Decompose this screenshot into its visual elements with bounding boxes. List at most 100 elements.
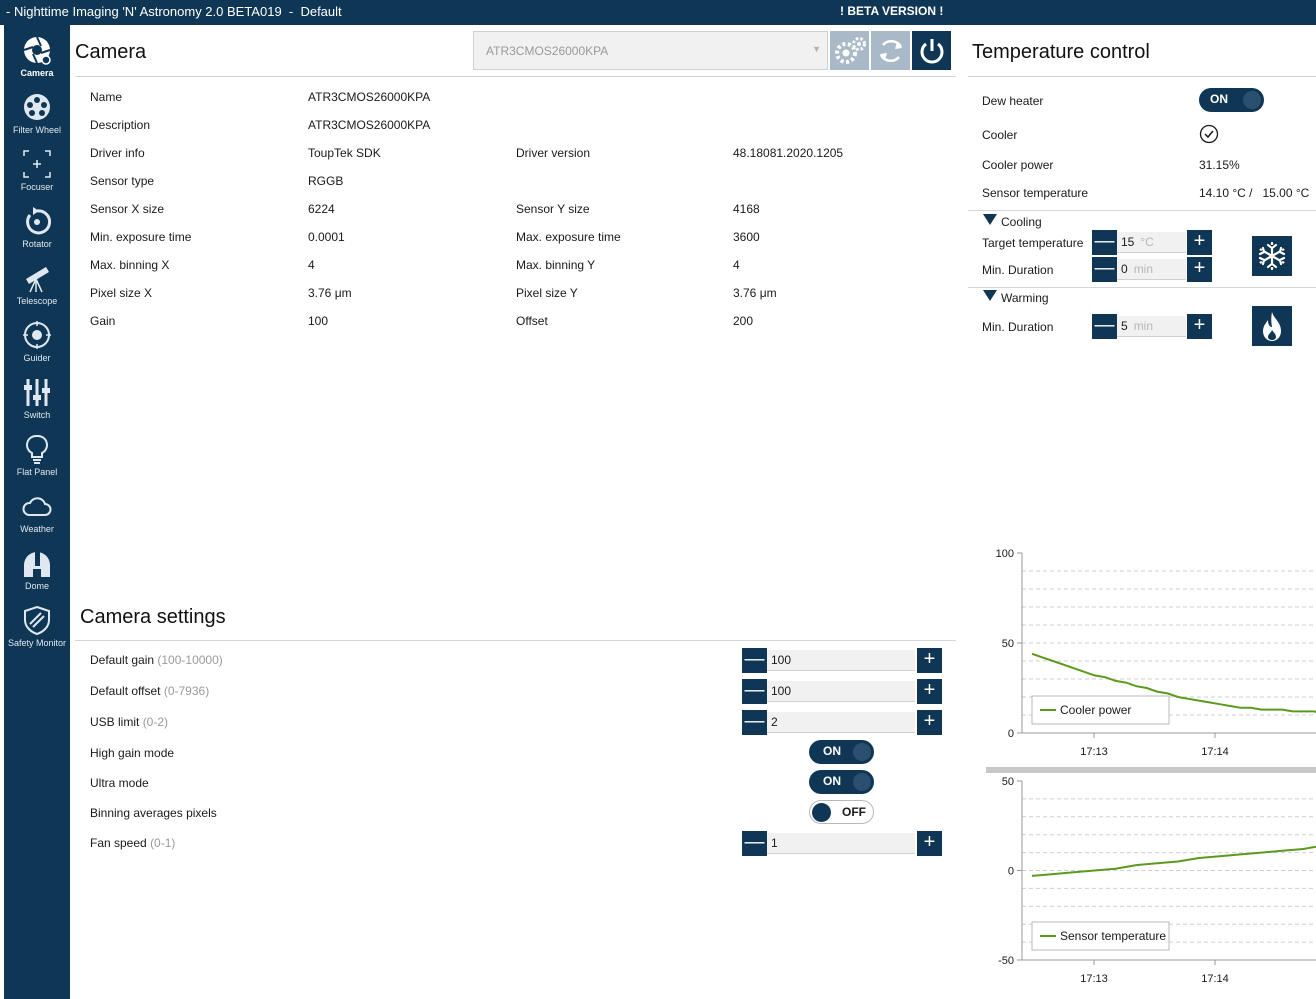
telescope-icon <box>26 267 49 293</box>
usb-limit-input[interactable]: 2 <box>767 712 915 733</box>
sensor-temperature-chart: 50 0 -50 17:13 17:14 Sensor temperature <box>998 776 1316 985</box>
binning-averages-toggle[interactable]: OFF <box>809 800 874 824</box>
sidebar-item-label: Guider <box>23 353 51 363</box>
sidebar-item-weather[interactable]: Weather <box>4 488 70 545</box>
target-temperature-decrement-button[interactable]: — <box>1092 230 1117 255</box>
sensor-y-label: Sensor Y size <box>516 202 590 216</box>
cooler-label: Cooler <box>982 128 1018 142</box>
toggle-knob <box>853 743 871 761</box>
cooling-duration-decrement-button[interactable]: — <box>1092 257 1117 282</box>
fan-speed-label: Fan speed (0-1) <box>90 836 175 850</box>
cooling-header: Cooling <box>1001 215 1042 229</box>
sidebar-item-camera[interactable]: Camera <box>4 32 70 89</box>
warming-expander-icon[interactable] <box>983 290 997 302</box>
offset-value: 200 <box>733 314 754 328</box>
sidebar-item-switch[interactable]: Switch <box>4 374 70 431</box>
warming-duration-increment-button[interactable]: + <box>1187 314 1212 339</box>
warming-min-duration-label: Min. Duration <box>982 320 1054 334</box>
title-bar: - Nighttime Imaging 'N' Astronomy 2.0 BE… <box>0 0 1316 25</box>
gain-value: 100 <box>308 314 329 328</box>
high-gain-mode-toggle[interactable]: ON <box>809 740 874 764</box>
sidebar-item-telescope[interactable]: Telescope <box>4 260 70 317</box>
fan-speed-input[interactable]: 1 <box>767 833 915 854</box>
cooler-power-value: 31.15% <box>1199 158 1240 172</box>
y-tick-label: 0 <box>1008 728 1014 740</box>
max-exposure-value: 3600 <box>733 230 760 244</box>
sidebar: Camera Filter Wheel Focuser Rotator Tele… <box>4 25 70 999</box>
name-value: ATR3CMOS26000KPA <box>308 90 431 104</box>
default-gain-decrement-button[interactable]: — <box>742 648 767 673</box>
camera-device-value: ATR3CMOS26000KPA <box>486 44 609 58</box>
warming-header: Warming <box>1001 291 1049 305</box>
sidebar-item-label: Dome <box>24 581 49 591</box>
sensor-temperature-value: 14.10 °C / 15.00 °C <box>1199 186 1310 200</box>
default-offset-increment-button[interactable]: + <box>917 679 942 704</box>
sidebar-item-label: Camera <box>20 68 54 78</box>
fan-speed-increment-button[interactable]: + <box>917 831 942 856</box>
max-binning-y-value: 4 <box>733 258 740 272</box>
sidebar-item-rotator[interactable]: Rotator <box>4 203 70 260</box>
usb-limit-decrement-button[interactable]: — <box>742 710 767 735</box>
default-offset-decrement-button[interactable]: — <box>742 679 767 704</box>
camera-title: Camera <box>75 41 147 63</box>
fan-speed-decrement-button[interactable]: — <box>742 831 767 856</box>
driver-info-value: ToupTek SDK <box>308 146 381 160</box>
settings-gears-icon <box>834 36 866 64</box>
target-temperature-value: 15 <box>1121 235 1135 249</box>
default-gain-increment-button[interactable]: + <box>917 648 942 673</box>
camera-settings-button[interactable] <box>830 31 869 70</box>
sidebar-item-guider[interactable]: Guider <box>4 317 70 374</box>
min-exposure-label: Min. exposure time <box>90 230 192 244</box>
ultra-mode-toggle[interactable]: ON <box>809 770 874 794</box>
start-warming-button[interactable] <box>1252 306 1292 346</box>
warming-duration-value: 5 <box>1121 319 1128 333</box>
sidebar-item-label: Safety Monitor <box>7 638 67 648</box>
pixel-size-y-value: 3.76 μm <box>733 286 777 300</box>
disconnect-button[interactable] <box>912 31 951 70</box>
cooling-min-duration-label: Min. Duration <box>982 263 1054 277</box>
filter-wheel-icon <box>24 94 50 120</box>
usb-limit-increment-button[interactable]: + <box>917 710 942 735</box>
cooling-divider <box>968 210 1316 211</box>
fan-speed-range: (0-1) <box>150 836 176 850</box>
window-title: - Nighttime Imaging 'N' Astronomy 2.0 BE… <box>6 4 342 19</box>
camera-device-select[interactable]: ATR3CMOS26000KPA ▼ <box>473 31 828 70</box>
chart-splitter[interactable] <box>986 767 1316 773</box>
cooling-duration-increment-button[interactable]: + <box>1187 257 1212 282</box>
cooling-duration-input[interactable]: 0 min <box>1117 259 1186 280</box>
dew-heater-toggle[interactable]: ON <box>1199 88 1264 112</box>
default-offset-range: (0-7936) <box>163 684 210 698</box>
cooler-power-label: Cooler power <box>982 158 1054 172</box>
cooling-duration-value: 0 <box>1121 262 1128 276</box>
default-offset-label-text: Default offset <box>90 684 161 698</box>
pixel-size-x-label: Pixel size X <box>90 286 153 300</box>
rescan-devices-button[interactable] <box>871 31 910 70</box>
target-temperature-increment-button[interactable]: + <box>1187 230 1212 255</box>
warming-duration-decrement-button[interactable]: — <box>1092 314 1117 339</box>
sidebar-item-focuser[interactable]: Focuser <box>4 146 70 203</box>
target-temperature-input[interactable]: 15 °C <box>1117 232 1186 253</box>
dome-icon <box>24 552 50 577</box>
sidebar-item-label: Focuser <box>20 182 54 192</box>
sidebar-item-safety-monitor[interactable]: Safety Monitor <box>4 602 70 659</box>
driver-version-label: Driver version <box>516 146 591 160</box>
gain-label: Gain <box>90 314 116 328</box>
warming-duration-input[interactable]: 5 min <box>1117 316 1186 337</box>
binning-averages-label: Binning averages pixels <box>90 806 217 820</box>
default-offset-input[interactable]: 100 <box>767 681 915 702</box>
usb-limit-label: USB limit (0-2) <box>90 715 168 729</box>
start-cooling-button[interactable] <box>1252 236 1292 276</box>
sidebar-item-flat-panel[interactable]: Flat Panel <box>4 431 70 488</box>
default-gain-input[interactable]: 100 <box>767 650 915 671</box>
ultra-mode-label: Ultra mode <box>90 776 149 790</box>
weather-icon <box>22 497 52 516</box>
cooling-expander-icon[interactable] <box>983 214 997 226</box>
target-temperature-label: Target temperature <box>982 236 1084 250</box>
flame-icon <box>1263 312 1281 341</box>
sidebar-item-filter-wheel[interactable]: Filter Wheel <box>4 89 70 146</box>
temperature-title: Temperature control <box>972 41 1150 63</box>
toggle-knob <box>853 773 871 791</box>
toggle-state: ON <box>823 774 841 788</box>
sidebar-item-dome[interactable]: Dome <box>4 545 70 602</box>
min-exposure-value: 0.0001 <box>308 230 345 244</box>
